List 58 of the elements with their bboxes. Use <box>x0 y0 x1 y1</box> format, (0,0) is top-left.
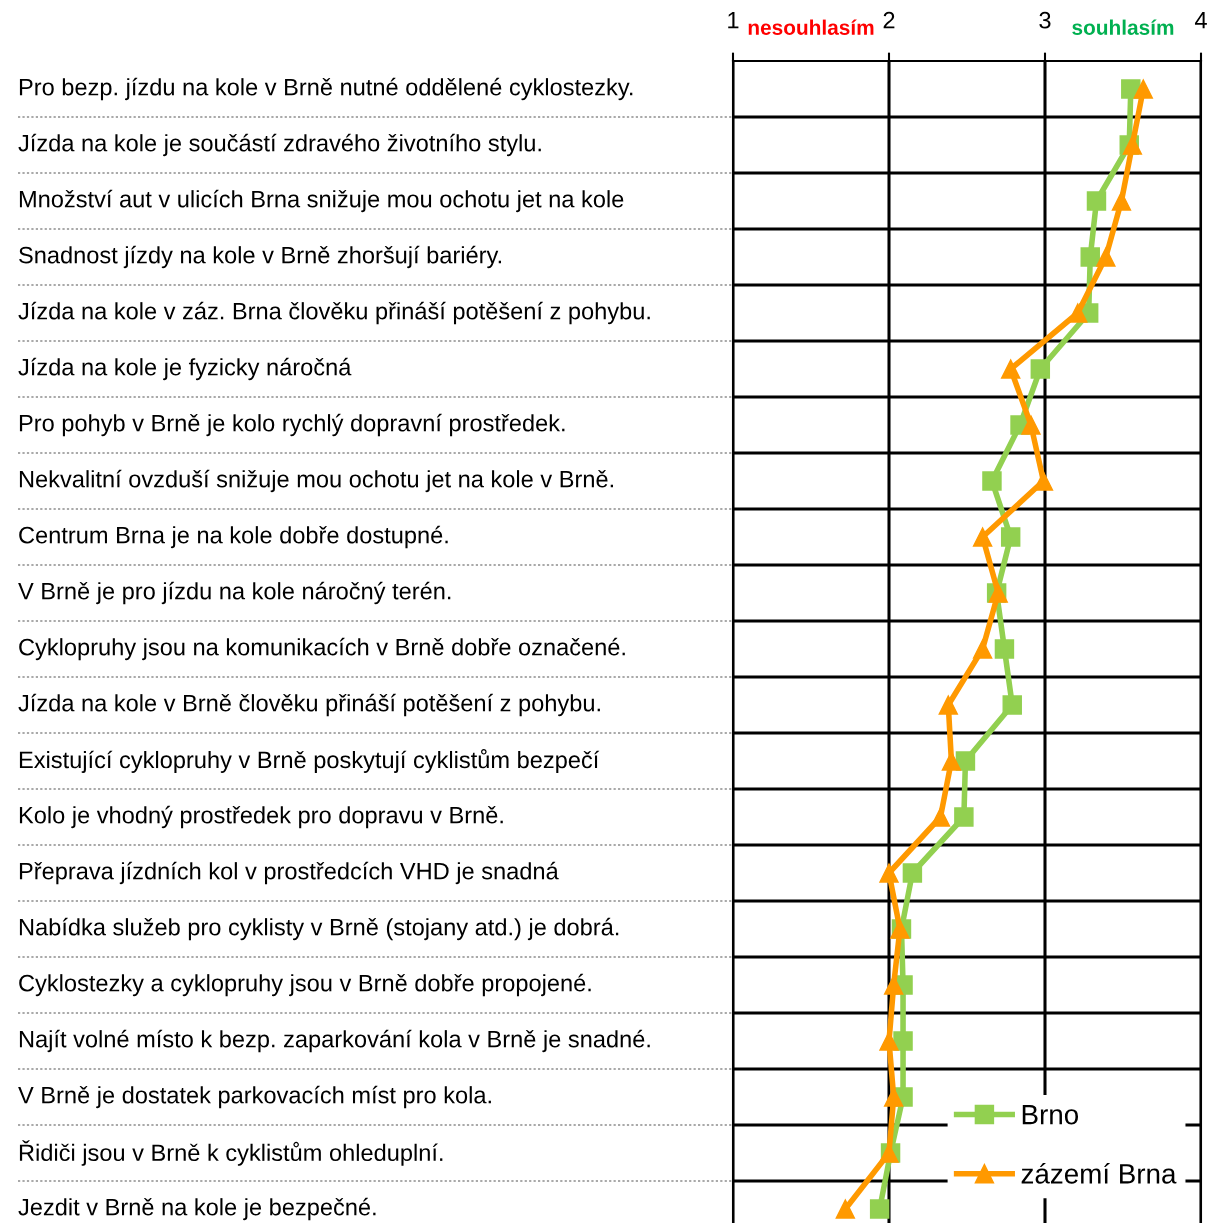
legend-label: Brno <box>1022 1105 1079 1125</box>
point <box>1086 191 1107 211</box>
y-tick-label: Jízda na kole v záz. Brna člověku přináší potěšení z pohybu. <box>18 301 650 325</box>
y-tick-label: Řidiči jsou v Brně k cyklistům ohleduplní. <box>19 1140 443 1166</box>
point <box>835 1199 856 1219</box>
point <box>1033 471 1054 491</box>
point <box>1068 303 1088 323</box>
point <box>883 975 904 995</box>
y-tick-label: Nekvalitní ovzduší snižuje mou ochotu jet na kole v Brně. <box>19 469 613 493</box>
point <box>893 1031 913 1051</box>
text: nesouhlasím <box>748 19 874 35</box>
y-tick-label: Pro pohyb v Brně je kolo rychlý dopravní prostředek. <box>19 413 565 437</box>
point <box>954 807 974 827</box>
point <box>982 471 1002 491</box>
point <box>1021 415 1041 435</box>
point <box>879 863 899 883</box>
point <box>1111 191 1132 211</box>
text: souhlasím <box>1072 19 1174 35</box>
x-tick-label: 4 <box>1194 12 1207 29</box>
x-tick-label: 1 <box>728 12 739 29</box>
x-tick-label: 3 <box>1039 11 1051 29</box>
y-tick-label: Cyklostezky a cyklopruhy jsou v Brně dobře propojené. <box>19 973 591 997</box>
point <box>1000 527 1021 547</box>
y-tick-label: Jízda na kole je součástí zdravého životního stylu. <box>18 133 541 157</box>
point <box>1080 247 1100 267</box>
y-tick-label: Kolo je vhodný prostředek pro dopravu v Brně. <box>19 805 503 829</box>
y-tick-label: Jízda na kole je fyzicky náročná <box>18 357 352 381</box>
y-tick-label: Pro bezp. jízdu na kole v Brně nutné oddělené cyklostezky. <box>19 77 633 101</box>
point <box>938 695 959 715</box>
point <box>930 807 951 827</box>
y-tick-label: Centrum Brna je na kole dobře dostupné. <box>19 525 448 549</box>
y-tick-label: Nabídka služeb pro cyklisty v Brně (stojany atd.) je dobrá. <box>19 917 619 941</box>
y-tick-label: Množství aut v ulicích Brna snižuje mou ochotu jet na kole <box>19 189 624 213</box>
y-tick-label: Najít volné místo k bezp. zaparkování kola v Brně je snadné. <box>19 1029 650 1053</box>
y-tick-label: Existující cyklopruhy v Brně poskytují cyklistům bezpečí <box>19 749 600 773</box>
point <box>1096 247 1116 267</box>
point <box>1030 359 1051 379</box>
point <box>1133 79 1154 99</box>
point <box>972 527 993 547</box>
legend-label: zázemí Brna <box>1021 1162 1177 1184</box>
y-tick-label: Jízda na kole v Brně člověku přináší potěšení z pohybu. <box>18 693 600 717</box>
y-tick-label: Přeprava jízdních kol v prostředcích VHD je snadná <box>19 861 559 885</box>
x-tick-label: 2 <box>883 11 895 29</box>
y-tick-label: V Brně je dostatek parkovacích míst pro kola. <box>18 1085 491 1109</box>
y-tick-label: V Brně je pro jízdu na kole náročný terén. <box>18 581 451 605</box>
point <box>902 863 923 883</box>
point <box>994 639 1015 659</box>
y-tick-label: Snadnost jízdy na kole v Brně zhoršují bariéry. <box>19 245 501 269</box>
point <box>972 639 993 659</box>
point <box>879 1031 899 1051</box>
point <box>955 751 976 771</box>
y-tick-label: Cyklopruhy jsou na komunikacích v Brně dobře označené. <box>19 637 625 661</box>
point <box>883 1087 904 1107</box>
point <box>941 751 962 771</box>
point <box>1000 359 1021 379</box>
point <box>1002 695 1022 715</box>
point <box>869 1199 890 1219</box>
y-tick-label: Jezdit v Brně na kole je bezpečné. <box>18 1197 376 1221</box>
